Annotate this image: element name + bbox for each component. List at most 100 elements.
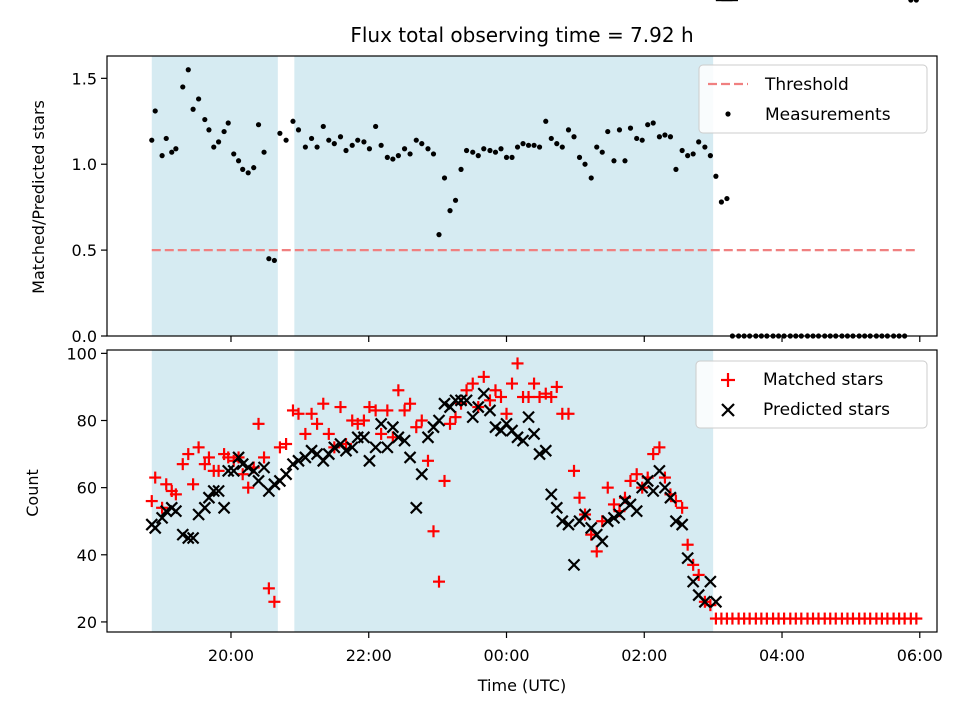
predicted-star-point [247,464,260,478]
measurement-point [509,154,515,160]
x-tick-label: 04:00 [759,646,805,665]
predicted-star-point [653,464,666,478]
matched-star-point [624,474,637,487]
matched-star-point [653,441,666,454]
matched-star-point [573,491,586,504]
legend-matched-label: Matched stars [763,370,883,390]
matched-star-point [160,478,173,491]
matched-star-point [528,377,541,390]
measurement-point [475,153,481,159]
measurement-point [308,135,315,142]
measurement-point [503,154,510,160]
matched-star-point [311,417,324,430]
matched-star-point [192,441,205,454]
predicted-star-point [483,404,497,417]
measurement-point [481,146,487,152]
measurement-point [211,144,217,150]
measurement-point [384,154,390,160]
predicted-star-point [675,518,689,531]
measurement-point [169,149,175,155]
counts-y-axis-label: Count [23,469,42,517]
matched-star-point [410,421,423,434]
matched-star-point [375,427,388,440]
predicted-star-point [658,481,672,494]
observing-window-2 [294,56,714,336]
matched-star-point [658,471,671,484]
y-tick-label: 1.5 [72,69,97,88]
measurement-point [458,166,464,172]
predicted-star-point [681,551,694,565]
matched-star-point [568,464,581,477]
predicted-star-point [709,595,723,609]
predicted-star-point [198,501,212,515]
matched-star-point [202,451,215,464]
predicted-star-point [432,414,446,427]
matched-star-point [460,384,473,397]
matched-star-point [381,404,394,417]
predicted-star-point [562,518,575,531]
predicted-star-point [221,464,235,478]
measurement-point [492,149,499,155]
matched-star-point [444,417,457,430]
predicted-star-point [686,575,700,588]
matched-star-point [545,391,558,403]
predicted-star-point [217,501,231,515]
predicted-star-point [381,441,394,454]
predicted-star-point [369,441,382,454]
matched-star-point [704,599,717,612]
matched-star-point [299,427,312,440]
measurement-point [283,137,289,143]
matched-star-point [182,448,195,461]
predicted-star-point [357,431,371,444]
predicted-star-point [182,531,195,545]
measurement-point [498,146,504,152]
measurement-point [559,144,565,150]
measurement-point [152,108,158,114]
matched-star-point [334,401,347,414]
measurement-point [366,146,373,152]
legend-measurements-swatch [725,111,731,117]
matched-star-point [494,391,507,403]
y-tick-label: 1.0 [72,155,97,174]
measurement-point [349,142,355,148]
measurement-point [221,128,227,135]
measurement-point [667,134,674,140]
predicted-star-point [556,514,569,528]
measurement-point [225,120,231,126]
measurement-point [326,137,332,143]
predicted-star-point [398,434,411,447]
measurement-point [673,166,679,172]
measurement-point [430,151,437,157]
measurement-point [594,144,600,150]
measurement-point [543,118,549,124]
matched-star-point [630,468,643,481]
measurement-point [355,137,361,143]
legend-matched-swatch [721,373,735,387]
measurement-point [407,151,413,157]
measurement-point [627,125,634,131]
predicted-star-point [374,417,388,431]
predicted-star-point [257,461,271,474]
matched-star-point [357,414,370,427]
matched-star-point [351,417,364,430]
predicted-star-point [363,454,376,468]
measurement-point [645,122,651,128]
observing-window-1 [151,56,278,336]
chart-title: Flux total observing time = 7.92 h [350,23,693,47]
measurement-point [361,139,367,145]
y-tick-label: 20 [77,613,97,632]
measurement-point [343,147,349,154]
predicted-star-point [539,444,553,457]
matched-star-point [433,575,445,588]
measurement-point [520,141,526,147]
predicted-star-point [595,535,609,548]
counts-panel: 20 40 60 80 100 20:00 22:00 00:00 02:00 04:00 06:… [23,0,943,695]
ratio-panel: 0.0 0.5 1.0 1.5 Matched/Predicted stars Thr… [29,0,938,346]
matched-star-point [176,458,189,471]
measurement-point [622,158,628,164]
matched-star-point [415,414,428,427]
measurement-point [588,175,594,181]
matched-star-point [292,407,305,420]
measurement-point [724,195,730,202]
predicted-star-point [669,514,683,528]
